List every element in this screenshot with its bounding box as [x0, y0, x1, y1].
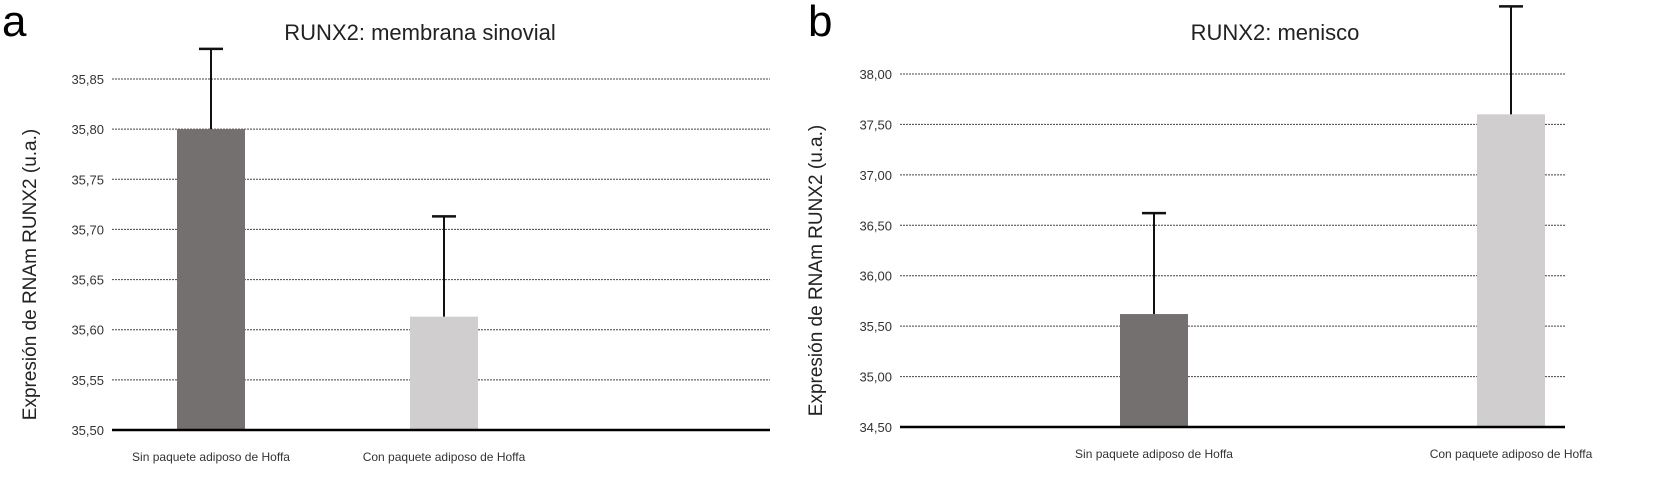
chart-panel-a: a RUNX2: membrana sinovial Expresión de RN…	[2, 0, 770, 464]
bar	[410, 316, 478, 430]
panel-label: a	[2, 0, 27, 46]
y-tick-label: 35,00	[859, 370, 892, 385]
y-tick-label: 38,00	[859, 67, 892, 82]
y-tick-label: 35,60	[71, 323, 104, 338]
bar	[177, 129, 245, 430]
y-tick-label: 35,80	[71, 122, 104, 137]
y-tick-label: 35,65	[71, 273, 104, 288]
y-tick-label: 35,75	[71, 172, 104, 187]
y-tick-label: 35,55	[71, 373, 104, 388]
chart-panel-b: b RUNX2: menisco Expresión de RNAm RUNX2 (…	[806, 0, 1593, 461]
y-tick-label: 35,70	[71, 222, 104, 237]
y-tick-label: 37,50	[859, 117, 892, 132]
x-tick-label: Con paquete adiposo de Hoffa	[1430, 447, 1593, 461]
y-tick-label: 35,50	[71, 423, 104, 438]
y-tick-label: 35,85	[71, 72, 104, 87]
y-tick-label: 35,50	[859, 319, 892, 334]
y-tick-label: 34,50	[859, 420, 892, 435]
y-axis-label: Expresión de RNAm RUNX2 (u.a.)	[20, 129, 41, 420]
chart-title: RUNX2: membrana sinovial	[284, 20, 555, 45]
y-tick-label: 36,50	[859, 218, 892, 233]
bar	[1477, 114, 1545, 427]
panel-label: b	[808, 0, 832, 46]
chart-title: RUNX2: menisco	[1191, 20, 1360, 45]
y-tick-label: 36,00	[859, 269, 892, 284]
x-tick-label: Sin paquete adiposo de Hoffa	[132, 450, 290, 464]
bar	[1120, 314, 1188, 427]
x-tick-label: Sin paquete adiposo de Hoffa	[1075, 447, 1233, 461]
x-tick-label: Con paquete adiposo de Hoffa	[363, 450, 526, 464]
y-axis-label: Expresión de RNAm RUNX2 (u.a.)	[806, 125, 827, 416]
y-tick-label: 37,00	[859, 168, 892, 183]
